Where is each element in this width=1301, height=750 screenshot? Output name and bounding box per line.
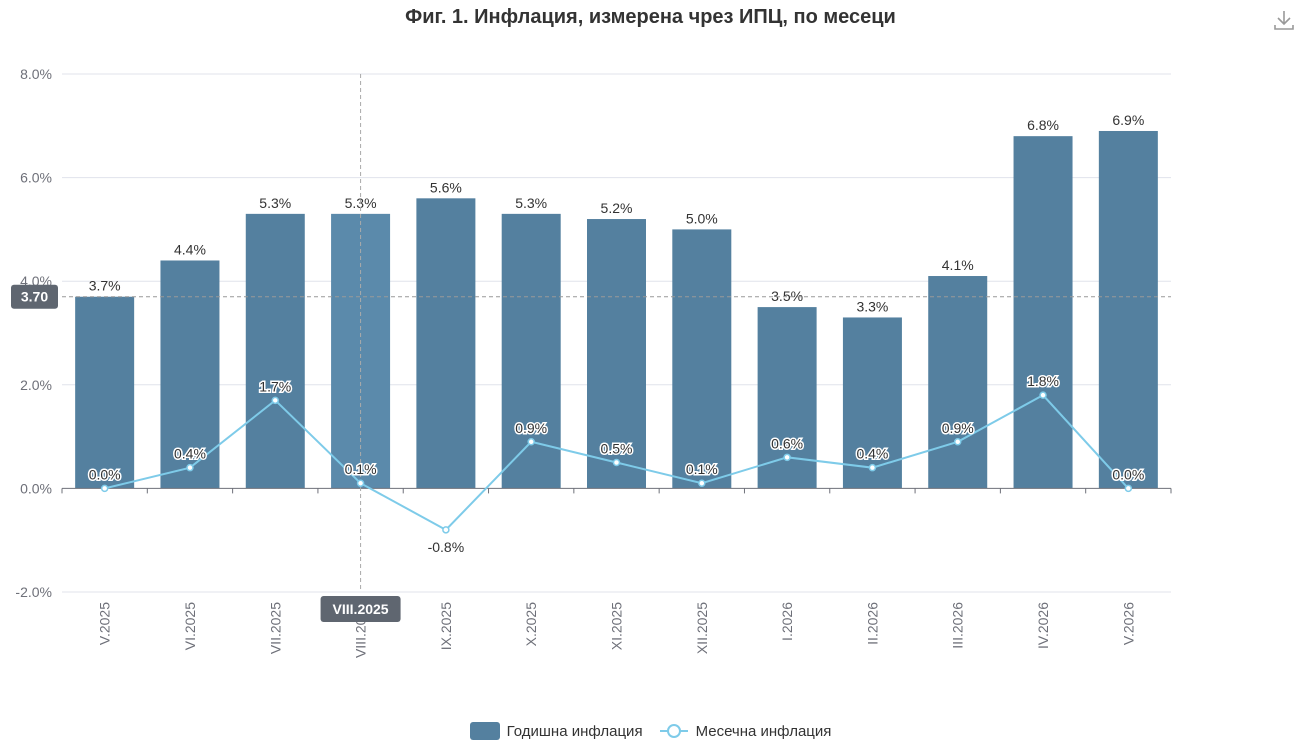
chart-plot: 8.0%6.0%4.0%2.0%0.0%-2.0%V.2025 VI.2025 VI… [11, 66, 1172, 658]
bar-data-label: 4.1% [942, 257, 974, 273]
bar-data-label: 6.9% [1112, 112, 1144, 128]
line-point [612, 458, 621, 467]
line-point [698, 479, 706, 487]
bar [672, 229, 732, 489]
legend-bar-swatch [469, 722, 500, 740]
y-tick-label: 8.0% [20, 66, 52, 82]
x-tick-label: VII.2025 [267, 602, 283, 654]
crosshair-x-badge [320, 596, 401, 622]
bar-data-label: 5.3% [259, 195, 291, 211]
legend-label-annual: Годишна инфлация [506, 722, 643, 740]
bar-data-label: 5.0% [686, 210, 718, 226]
line-data-label: 0.4% [174, 446, 206, 462]
line-point [186, 463, 194, 472]
line-data-label: -0.8% [428, 539, 465, 555]
line-data-label: 1.7% [259, 378, 291, 394]
x-tick-label: II.2026 [864, 602, 880, 645]
line-point [527, 438, 535, 446]
bar-data-label: 3.5% [771, 288, 803, 304]
line-point [356, 479, 365, 487]
x-tick-label: XII.2025 [694, 602, 710, 654]
legend-line-swatch [659, 724, 688, 738]
y-tick-label: 2.0% [20, 377, 52, 393]
bar-data-label: 4.4% [174, 241, 206, 257]
x-tick-label: III.2026 [950, 602, 966, 649]
x-tick-label: V.2025 [97, 602, 113, 645]
x-tick-label: I.2026 [779, 602, 795, 641]
line-data-label: 0.9% [942, 420, 974, 436]
bar [842, 317, 902, 489]
bar [587, 219, 646, 489]
bar [928, 276, 988, 489]
line-data-label: 0.1% [345, 461, 377, 477]
line-data-label: 0.5% [601, 441, 633, 457]
line-data-label: 0.4% [856, 446, 888, 462]
line-data-label: 0.0% [89, 466, 121, 482]
bar-data-label: 3.3% [856, 298, 888, 314]
line-point [271, 396, 280, 405]
line-data-label: 0.0% [1112, 466, 1144, 482]
bar-data-label: 6.8% [1027, 117, 1059, 133]
line-data-label: 0.9% [515, 420, 547, 436]
x-tick-label: VI.2025 [182, 602, 198, 650]
y-tick-label: 6.0% [20, 170, 52, 186]
legend: Годишна инфлация Месечна инфлация [0, 722, 1301, 740]
line-point [953, 438, 962, 446]
legend-label-monthly: Месечна инфлация [695, 722, 832, 740]
bar [75, 296, 135, 489]
download-icon[interactable] [1272, 8, 1296, 32]
bar-data-label: 5.3% [515, 195, 547, 211]
line-point [868, 463, 877, 472]
bar-data-label: 5.2% [601, 200, 633, 216]
bar [160, 260, 220, 489]
x-tick-label: IV.2026 [1035, 602, 1051, 649]
bar-data-label: 3.7% [89, 278, 121, 294]
bar [757, 307, 817, 489]
bar-data-label: 5.6% [430, 179, 462, 195]
x-tick-label: IX.2025 [438, 602, 454, 650]
line-point [1039, 391, 1047, 399]
crosshair-y-badge [11, 284, 58, 309]
line-data-label: 1.8% [1027, 373, 1059, 389]
line-data-label: 0.1% [686, 461, 718, 477]
legend-item-monthly[interactable]: Месечна инфлация [659, 722, 832, 740]
x-tick-label: V.2026 [1120, 602, 1136, 645]
line-point [100, 484, 109, 493]
chart-title: Фиг. 1. Инфлация, измерена чрез ИПЦ, по … [405, 6, 896, 28]
legend-item-annual[interactable]: Годишна инфлация [469, 722, 643, 740]
y-tick-label: 0.0% [20, 480, 52, 496]
bar [1098, 130, 1158, 489]
bar [245, 213, 305, 489]
line-point [442, 526, 450, 534]
bar [416, 198, 476, 489]
line-point [1124, 484, 1133, 493]
crosshair-y-value: 3.70 [21, 289, 48, 305]
x-tick-label: XI.2025 [609, 602, 625, 650]
crosshair-x-value: VIII.2025 [333, 601, 389, 617]
bar [1013, 136, 1073, 489]
y-tick-label: -2.0% [15, 584, 52, 600]
line-point [783, 453, 791, 462]
line-data-label: 0.6% [771, 435, 803, 451]
x-tick-label: X.2025 [523, 602, 539, 647]
